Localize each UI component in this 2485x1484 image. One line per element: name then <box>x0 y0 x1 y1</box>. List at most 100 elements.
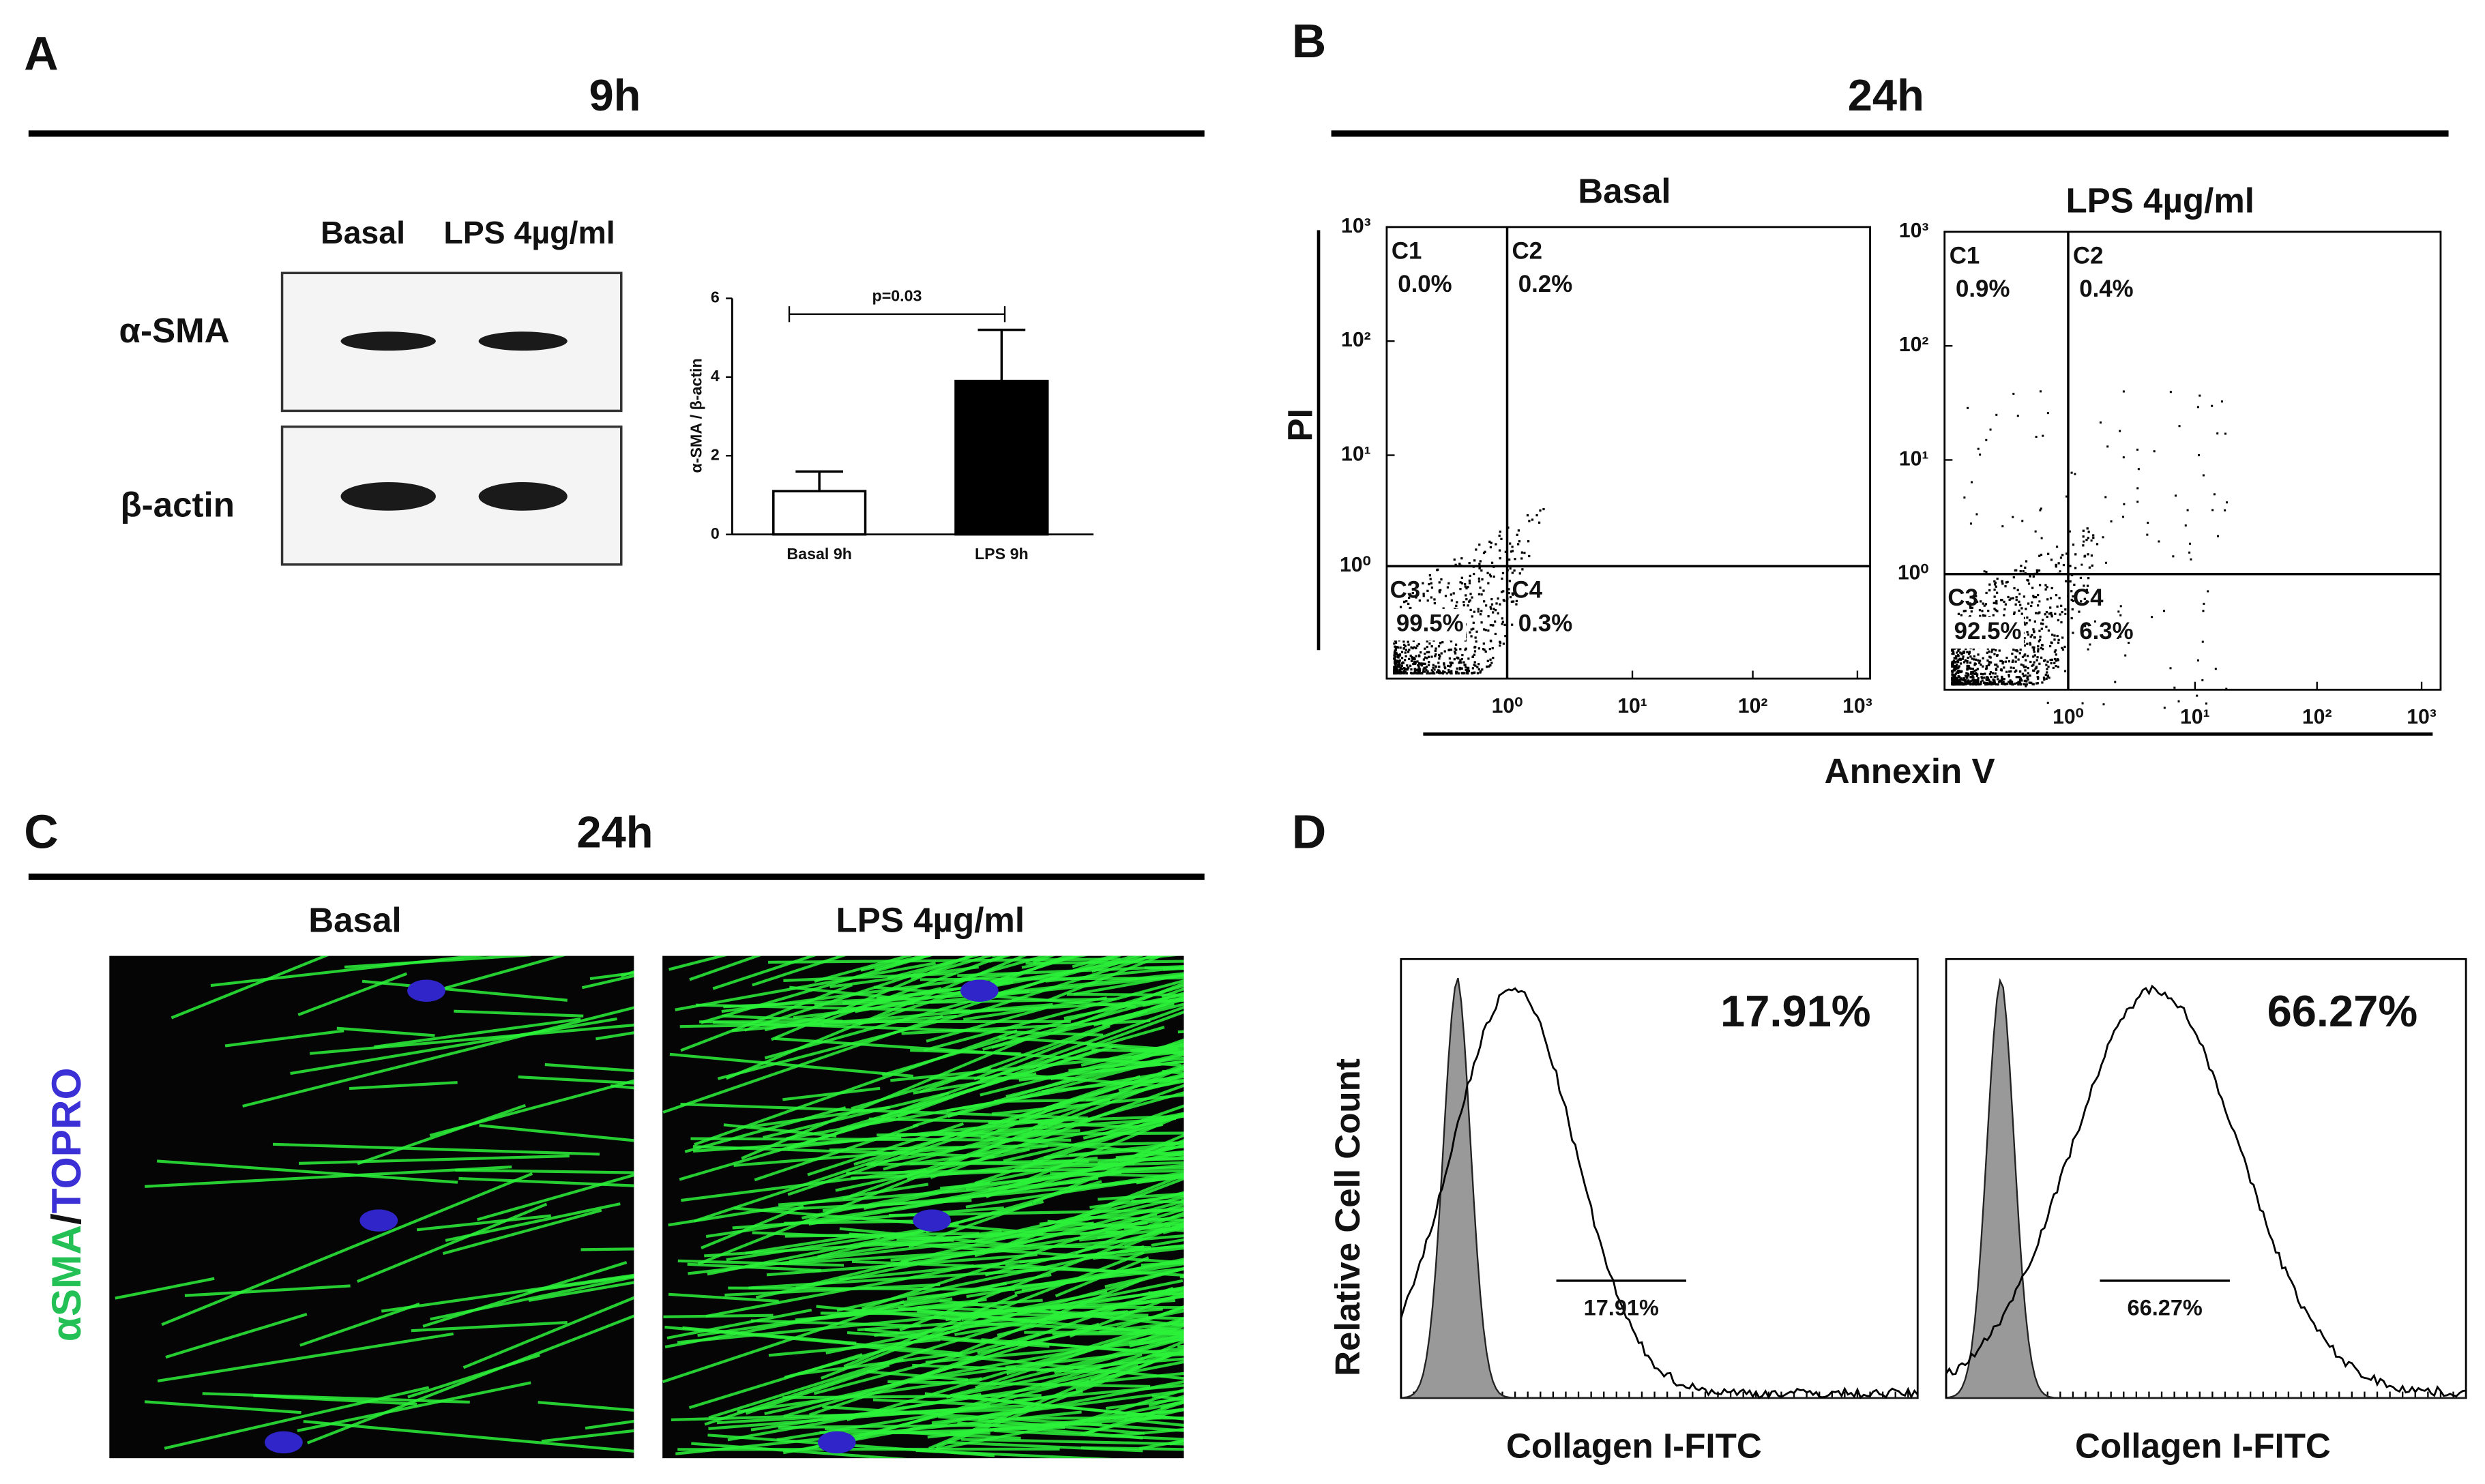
event-dot <box>1499 640 1501 643</box>
event-dot <box>1395 651 1398 654</box>
event-dot <box>2039 390 2042 393</box>
quadrant-name: C2 <box>1512 237 1542 264</box>
event-dot <box>2046 615 2048 619</box>
event-dot <box>1951 647 1954 650</box>
event-dot <box>1408 596 1411 599</box>
event-dot <box>2190 558 2192 561</box>
stain-part: / <box>43 1213 89 1225</box>
event-dot <box>1455 672 1458 674</box>
event-dot <box>2040 647 2043 649</box>
event-dot <box>2080 600 2083 603</box>
event-dot <box>2224 432 2227 435</box>
event-dot <box>1469 631 1471 634</box>
event-dot <box>1965 672 1968 674</box>
event-dot <box>1975 669 1977 672</box>
fiber <box>202 1392 470 1404</box>
fiber <box>349 1081 458 1090</box>
fiber <box>1017 1339 1131 1352</box>
fiber <box>1115 1150 1184 1159</box>
event-dot <box>1501 621 1504 623</box>
event-dot <box>2059 556 2063 559</box>
event-dot <box>1959 651 1962 654</box>
event-dot <box>2061 610 2063 614</box>
event-dot <box>1458 661 1461 664</box>
event-dot <box>1471 615 1473 618</box>
event-dot <box>2064 612 2067 615</box>
fiber <box>1014 1384 1184 1402</box>
event-dot <box>1488 574 1492 576</box>
fiber <box>941 1311 1184 1320</box>
event-dot <box>2040 627 2043 630</box>
event-dot <box>1982 673 1984 676</box>
event-dot <box>1478 567 1481 569</box>
event-dot <box>2017 675 2020 679</box>
event-dot <box>1982 602 1984 605</box>
event-dot <box>1427 655 1430 658</box>
panel-letter: A <box>24 27 58 80</box>
event-dot <box>1413 646 1416 649</box>
fiber <box>666 1308 812 1340</box>
event-dot <box>1992 683 1995 685</box>
event-dot <box>2036 656 2039 659</box>
event-dot <box>1957 612 1960 615</box>
fiber <box>1078 1084 1184 1125</box>
event-dot <box>1512 600 1515 603</box>
event-dot <box>2004 603 2008 606</box>
event-dot <box>1509 542 1512 545</box>
event-dot <box>2071 608 2074 611</box>
y-tick-label: 10² <box>1341 329 1371 351</box>
fiber <box>1005 1347 1184 1369</box>
fiber <box>697 1136 1018 1266</box>
event-dot <box>1995 668 1998 670</box>
event-dot <box>1415 655 1417 657</box>
event-dot <box>1401 672 1405 674</box>
event-dot <box>2211 509 2214 511</box>
event-dot <box>1976 673 1979 676</box>
x-tick-label: LPS 9h <box>975 545 1029 563</box>
event-dot <box>1444 595 1447 597</box>
fiber <box>752 955 847 987</box>
event-dot <box>1393 670 1396 672</box>
event-dot <box>1450 672 1452 675</box>
event-dot <box>1992 678 1995 681</box>
event-dot <box>1487 629 1490 632</box>
fiber <box>1006 1091 1184 1144</box>
event-dot <box>2003 677 2005 681</box>
fiber <box>701 955 933 1024</box>
stain-part: αSMA <box>43 1225 89 1341</box>
event-dot <box>1421 672 1424 674</box>
event-dot <box>2015 599 2018 602</box>
event-dot <box>2035 682 2038 685</box>
event-dot <box>1426 651 1428 654</box>
event-dot <box>1418 671 1421 674</box>
gate-label: 66.27% <box>2128 1295 2203 1320</box>
event-dot <box>2056 634 2059 638</box>
event-dot <box>2012 576 2015 579</box>
event-dot <box>1464 649 1467 651</box>
event-dot <box>2203 602 2205 605</box>
event-dot <box>2046 701 2049 704</box>
event-dot <box>1463 664 1466 666</box>
event-dot <box>2003 600 2005 604</box>
event-dot <box>1408 649 1411 651</box>
event-dot <box>1426 672 1428 675</box>
event-dot <box>1454 563 1457 566</box>
event-dot <box>1472 627 1475 630</box>
event-dot <box>1419 651 1422 654</box>
event-dot <box>2153 450 2156 453</box>
fiber <box>814 955 913 983</box>
event-dot <box>1487 582 1490 584</box>
event-dot <box>1426 589 1429 592</box>
fiber <box>926 1331 1184 1379</box>
event-dot <box>1417 668 1420 671</box>
event-dot <box>2027 666 2029 670</box>
event-dot <box>2032 683 2035 685</box>
event-dot <box>2026 631 2029 634</box>
blot <box>280 271 623 413</box>
event-dot <box>1956 663 1958 666</box>
fiber <box>680 983 853 1052</box>
fiber <box>677 1447 1060 1451</box>
fiber <box>1111 1169 1184 1174</box>
event-dot <box>2001 662 2004 665</box>
event-dot <box>1424 662 1426 666</box>
